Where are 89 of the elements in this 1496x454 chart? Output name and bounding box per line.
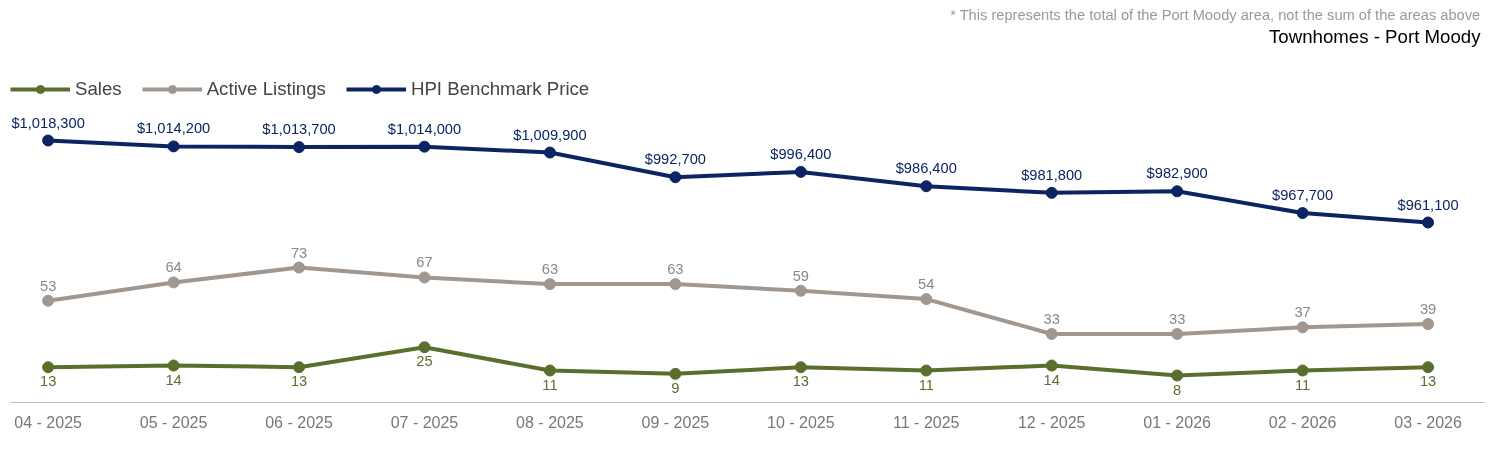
chart-title: Townhomes - Port Moody <box>1268 26 1482 47</box>
data-label: $1,013,700 <box>262 121 336 138</box>
point <box>418 140 431 153</box>
x-tick-label: 09 - 2025 <box>641 413 710 431</box>
legend-label: Sales <box>75 78 122 100</box>
point <box>1045 186 1058 199</box>
point <box>1045 327 1058 340</box>
x-tick-label: 03 - 2026 <box>1394 413 1462 431</box>
data-label: 14 <box>1043 371 1060 388</box>
point <box>1171 327 1184 340</box>
data-label: $981,800 <box>1021 166 1083 183</box>
point <box>543 278 556 291</box>
data-label: 63 <box>541 261 559 278</box>
x-tick-label: 01 - 2026 <box>1143 413 1212 431</box>
point <box>293 361 306 374</box>
point <box>1422 216 1435 229</box>
point <box>293 141 306 154</box>
data-label: $986,400 <box>895 160 957 177</box>
point <box>42 294 55 307</box>
point <box>167 140 180 153</box>
x-tick-label: 07 - 2025 <box>390 413 459 431</box>
x-tick-label: 11 - 2025 <box>893 413 960 431</box>
point <box>418 341 431 354</box>
point <box>543 364 556 377</box>
point <box>167 276 180 289</box>
point <box>920 180 933 193</box>
point <box>1171 369 1184 382</box>
legend-label: HPI Benchmark Price <box>410 78 590 100</box>
point <box>42 134 55 147</box>
point <box>293 261 306 274</box>
text: * This represents the total of the Port Moody area, not the sum of the areas above <box>950 6 1481 23</box>
point <box>543 146 556 159</box>
data-label: 73 <box>290 244 308 261</box>
data-label: 63 <box>667 261 684 278</box>
point <box>167 359 180 372</box>
x-tick-label: 06 - 2025 <box>265 413 333 431</box>
point <box>1296 321 1309 334</box>
data-label: 39 <box>1419 300 1437 317</box>
point <box>1422 361 1435 374</box>
x-tick-label: 02 - 2026 <box>1268 413 1337 431</box>
point <box>669 367 682 380</box>
data-label: 37 <box>1294 304 1311 321</box>
data-label: 54 <box>918 276 935 293</box>
data-label: $992,700 <box>644 151 706 168</box>
data-label: 64 <box>165 259 182 276</box>
data-label: 13 <box>1419 373 1437 390</box>
data-label: $1,014,000 <box>387 120 462 137</box>
point <box>794 165 807 178</box>
x-tick-label: 05 - 2025 <box>139 413 208 431</box>
point <box>920 293 933 306</box>
data-label: 14 <box>165 371 182 388</box>
point <box>42 361 55 374</box>
point <box>794 361 807 374</box>
point <box>669 278 682 291</box>
point <box>794 284 807 297</box>
data-label: $1,014,200 <box>136 120 211 137</box>
data-label: 59 <box>792 267 809 284</box>
data-label: 33 <box>1043 310 1060 327</box>
data-label: 9 <box>671 379 680 396</box>
data-label: $982,900 <box>1146 165 1208 182</box>
point <box>418 271 431 284</box>
data-label: $1,009,900 <box>513 126 587 143</box>
data-label: 53 <box>39 277 57 294</box>
data-label: 13 <box>290 373 308 390</box>
data-label: $961,100 <box>1397 196 1459 213</box>
x-tick-label: 08 - 2025 <box>516 413 584 431</box>
data-label: 25 <box>416 353 433 370</box>
data-label: 8 <box>1173 381 1182 398</box>
data-label: 11 <box>1295 376 1311 393</box>
data-label: $996,400 <box>770 145 832 162</box>
point <box>920 364 933 377</box>
data-label: $1,018,300 <box>11 114 85 131</box>
legend-label: Active Listings <box>206 78 326 100</box>
x-tick-label: 12 - 2025 <box>1017 413 1086 431</box>
data-label: 11 <box>542 376 558 393</box>
x-tick-label: 10 - 2025 <box>767 413 835 431</box>
point <box>669 171 682 184</box>
point <box>1171 185 1184 198</box>
point <box>1296 207 1309 220</box>
data-label: 11 <box>918 376 934 393</box>
point <box>1045 359 1058 372</box>
data-label: 13 <box>792 373 809 390</box>
data-label: 67 <box>416 254 433 271</box>
data-label: 33 <box>1169 310 1186 327</box>
point <box>1422 318 1435 330</box>
data-label: $967,700 <box>1272 187 1334 204</box>
point <box>1296 364 1309 377</box>
x-tick-label: 04 - 2025 <box>14 413 83 431</box>
data-label: 13 <box>39 373 57 390</box>
